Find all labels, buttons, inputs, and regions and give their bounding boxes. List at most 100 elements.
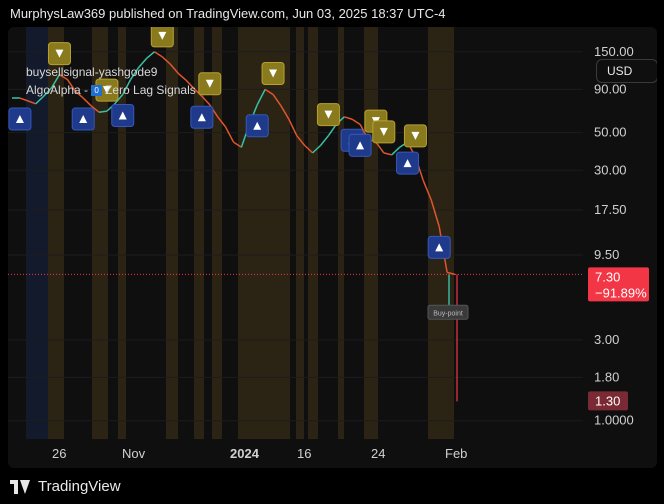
buy-arrow-icon — [403, 159, 412, 168]
series-segment — [50, 74, 61, 89]
sell-signal-8 — [403, 124, 427, 148]
series-segment — [153, 51, 163, 58]
series-segment — [59, 73, 68, 81]
y-tick-label-1: 90.00 — [594, 81, 627, 96]
y-tick-label-0: 150.00 — [594, 44, 634, 59]
series-segment — [27, 100, 36, 105]
sell-arrow-icon — [205, 79, 214, 88]
chart-panel[interactable]: 150.00 90.00 50.00 30.00 17.50 9.50 3.00 1.80 1.… — [8, 27, 657, 468]
currency-button[interactable]: USD — [596, 59, 657, 83]
price-chart[interactable]: 150.00 90.00 50.00 30.00 17.50 9.50 3.00 1.80 1.… — [8, 27, 657, 468]
series-segment — [422, 180, 432, 201]
series-segment — [161, 56, 171, 65]
signal-zone-2 — [92, 27, 108, 439]
series-0 — [19, 51, 456, 276]
series-segment — [233, 141, 242, 148]
buy-point-label: Buy-point — [433, 310, 463, 317]
buy-arrow-icon — [356, 141, 365, 150]
signal-zone-10 — [338, 27, 344, 439]
signal-zone-8 — [296, 27, 304, 439]
signal-zone-6 — [212, 27, 222, 439]
series-segment — [19, 97, 29, 102]
series-segment — [430, 199, 440, 227]
brand-name: TradingView — [38, 478, 121, 495]
sell-signal-2 — [150, 27, 174, 48]
sell-arrow-icon — [411, 131, 420, 140]
buy-signal-8 — [427, 235, 451, 259]
series-segment — [446, 271, 456, 276]
signal-zone-9 — [308, 27, 318, 439]
sell-arrow-icon — [158, 31, 167, 40]
indicator-badge: 0 — [91, 85, 103, 96]
y-tick-label-4: 17.50 — [594, 202, 627, 217]
buy-signal-2 — [111, 103, 135, 127]
series-segment — [344, 116, 353, 120]
series-segment — [138, 57, 148, 69]
signal-zone-4 — [166, 27, 178, 439]
buy-signal-4 — [245, 114, 269, 138]
buy-signal-7 — [396, 151, 420, 175]
sell-signal-5 — [316, 103, 340, 127]
sell-signal-0 — [47, 42, 71, 66]
buy-signal-1 — [71, 107, 95, 131]
series-segment — [35, 95, 45, 105]
series-segment — [256, 89, 266, 106]
buy-arrow-icon — [15, 115, 24, 124]
y-tick-label-6: 3.00 — [594, 332, 619, 347]
series-segment — [90, 105, 100, 113]
indicator-row: AlgoAlpha -0 Zero Lag Signals — [26, 81, 196, 99]
series-segment — [145, 51, 155, 60]
indicator-legend: buysellsignal-yashgode9 AlgoAlpha -0 Zero… — [26, 63, 196, 99]
series-segment — [272, 94, 282, 107]
sell-arrow-icon — [55, 49, 64, 58]
series-segment — [280, 105, 290, 120]
series-segment — [66, 79, 76, 92]
sell-signal-3 — [198, 72, 222, 96]
series-segment — [375, 141, 385, 154]
sell-signal-7 — [372, 120, 396, 144]
signal-zone-7 — [238, 27, 290, 439]
series-segment — [319, 135, 330, 146]
signal-zone-1 — [48, 27, 64, 439]
x-tick-label-2: 2024 — [230, 446, 260, 461]
signal-zone-5 — [194, 27, 204, 439]
series-segment — [327, 123, 337, 137]
buy-arrow-icon — [253, 121, 262, 130]
series-segment — [217, 116, 227, 128]
series-segment — [114, 93, 124, 105]
y-tick-label-2: 50.00 — [594, 125, 627, 140]
y-tick-label-7: 1.80 — [594, 369, 619, 384]
sell-signal-4 — [261, 61, 285, 85]
x-tick-label-5: Feb — [445, 446, 467, 461]
buy-arrow-icon — [118, 111, 127, 120]
series-segment — [169, 63, 179, 74]
buy-arrow-icon — [435, 243, 444, 252]
buy-arrow-icon — [79, 115, 88, 124]
footer-brand[interactable]: TradingView — [10, 478, 121, 495]
buy-arrow-icon — [197, 113, 206, 122]
buy-signal-0 — [8, 107, 32, 131]
series-segment — [264, 88, 274, 96]
series-segment — [312, 144, 322, 154]
series-segment — [304, 144, 314, 154]
indicator-name: Zero Lag Signals — [105, 83, 196, 97]
y-tick-label-3: 30.00 — [594, 162, 627, 177]
tradingview-logo-icon — [10, 479, 32, 494]
symbol-name: buysellsignal-yashgode9 — [26, 65, 158, 79]
x-tick-label-1: Nov — [122, 446, 146, 461]
buy-signal-3 — [190, 105, 214, 129]
series-segment — [201, 95, 211, 106]
series-segment — [122, 79, 132, 95]
sell-arrow-icon — [269, 69, 278, 78]
series-segment — [296, 135, 306, 146]
last-price-label: 7.30 — [595, 269, 620, 284]
x-tick-label-0: 26 — [52, 446, 66, 461]
price-change-label: −91.89% — [595, 285, 647, 300]
series-segment — [224, 126, 235, 143]
series-segment — [177, 72, 187, 81]
series-segment — [82, 97, 92, 107]
buy-signal-6 — [348, 133, 372, 157]
series-segment — [43, 87, 53, 97]
low-price-badge — [588, 391, 628, 411]
